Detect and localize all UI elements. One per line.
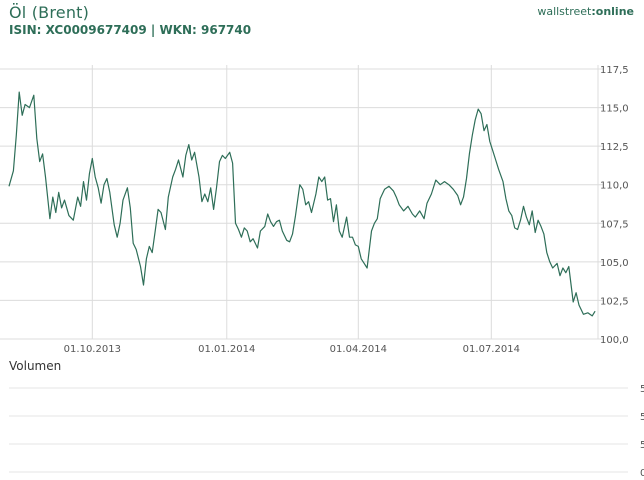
x-tick-label: 01.10.2013 [64, 344, 121, 355]
y-tick-label: 110,0 [600, 181, 629, 192]
price-grid [0, 65, 603, 340]
y-tick-label: 100,0 [600, 335, 629, 346]
brand-separator: : [591, 5, 596, 18]
y-tick-label: 112,5 [600, 142, 629, 153]
brand-logo[interactable]: wallstreet:online [537, 5, 634, 18]
x-tick-label: 01.04.2014 [330, 344, 387, 355]
volume-label: Volumen [9, 359, 61, 373]
isin-wkn-line: ISIN: XC0009677409 | WKN: 967740 [9, 23, 252, 37]
volume-tick-label: 0 [640, 468, 644, 479]
y-axis-ticks: 117,5 115,0 112,5 110,0 107,5 105,0 102,5 100,0 [600, 65, 629, 346]
brand-main-text: wallstreet [537, 5, 592, 18]
y-tick-label: 117,5 [600, 65, 629, 76]
volume-tick-label: 5 [640, 412, 644, 423]
price-line [8, 91, 596, 317]
x-tick-label: 01.01.2014 [198, 344, 255, 355]
volume-tick-label: 5 [640, 440, 644, 451]
price-series [8, 91, 596, 317]
volume-panel: Volumen 5 5 5 0 [9, 359, 644, 479]
instrument-title: Öl (Brent) [9, 3, 90, 22]
brand-suffix-text: online [595, 5, 634, 18]
y-tick-label: 115,0 [600, 104, 629, 115]
y-tick-label: 105,0 [600, 258, 629, 269]
volume-tick-label: 5 [640, 384, 644, 395]
y-tick-label: 107,5 [600, 219, 629, 230]
x-axis-ticks: 01.10.2013 01.01.2014 01.04.2014 01.07.2014 [64, 344, 520, 355]
y-tick-label: 102,5 [600, 296, 629, 307]
x-tick-label: 01.07.2014 [463, 344, 520, 355]
